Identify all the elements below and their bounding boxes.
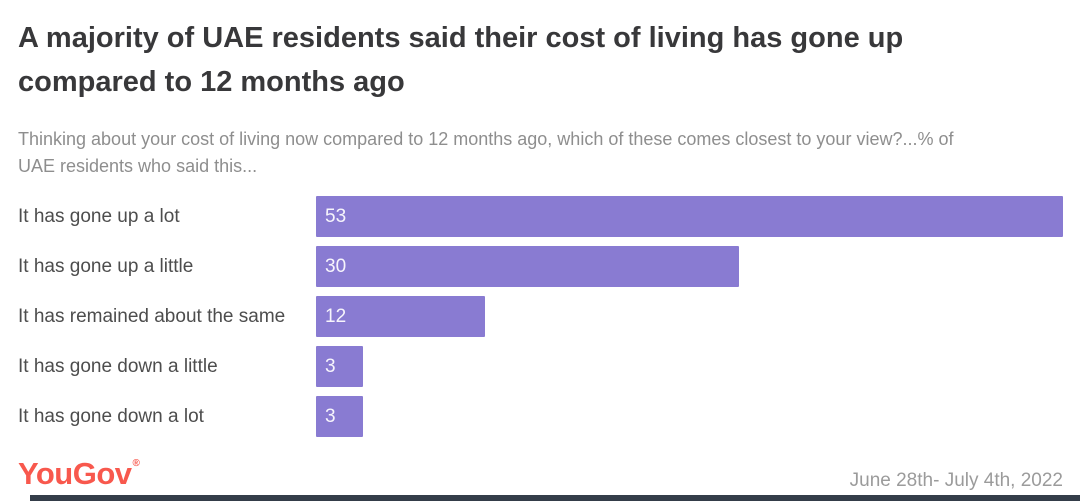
category-label: It has gone up a lot — [18, 205, 180, 227]
bar[interactable]: 30 — [316, 246, 739, 287]
subtitle-line-1: Thinking about your cost of living now c… — [18, 129, 954, 149]
bar[interactable]: 3 — [316, 396, 363, 437]
category-label: It has remained about the same — [18, 305, 286, 327]
registered-mark-icon: ® — [132, 458, 140, 469]
chart-subtitle: Thinking about your cost of living now c… — [18, 126, 953, 180]
yougov-logo[interactable]: YouGov® — [18, 456, 140, 492]
bar-chart: It has gone up a lot 53 It has gone up a l… — [18, 196, 1063, 437]
title-line-2: compared to 12 months ago — [18, 66, 405, 98]
fieldwork-date-range: June 28th- July 4th, 2022 — [849, 470, 1063, 491]
bar-value-label: 12 — [325, 305, 347, 327]
bar[interactable]: 53 — [316, 196, 1063, 237]
bar-value-label: 53 — [325, 205, 347, 227]
title-line-1: A majority of UAE residents said their c… — [18, 22, 904, 54]
bar-row: It has remained about the same 12 — [18, 296, 1063, 337]
horizontal-scrollbar[interactable] — [30, 495, 1080, 501]
subtitle-line-2: UAE residents who said this... — [18, 156, 258, 176]
category-label: It has gone up a little — [18, 255, 194, 277]
yougov-logo-text: YouGov — [18, 456, 132, 491]
bar-row: It has gone up a lot 53 — [18, 196, 1063, 237]
bar-value-label: 30 — [325, 255, 347, 277]
bar-row: It has gone up a little 30 — [18, 246, 1063, 287]
bar-row: It has gone down a little 3 — [18, 346, 1063, 387]
bar[interactable]: 3 — [316, 346, 363, 387]
bar-value-label: 3 — [325, 405, 336, 427]
category-label: It has gone down a little — [18, 355, 218, 377]
category-label: It has gone down a lot — [18, 405, 204, 427]
bar-value-label: 3 — [325, 355, 336, 377]
bar-row: It has gone down a lot 3 — [18, 396, 1063, 437]
page-title: A majority of UAE residents said their c… — [18, 16, 903, 104]
bar[interactable]: 12 — [316, 296, 486, 337]
